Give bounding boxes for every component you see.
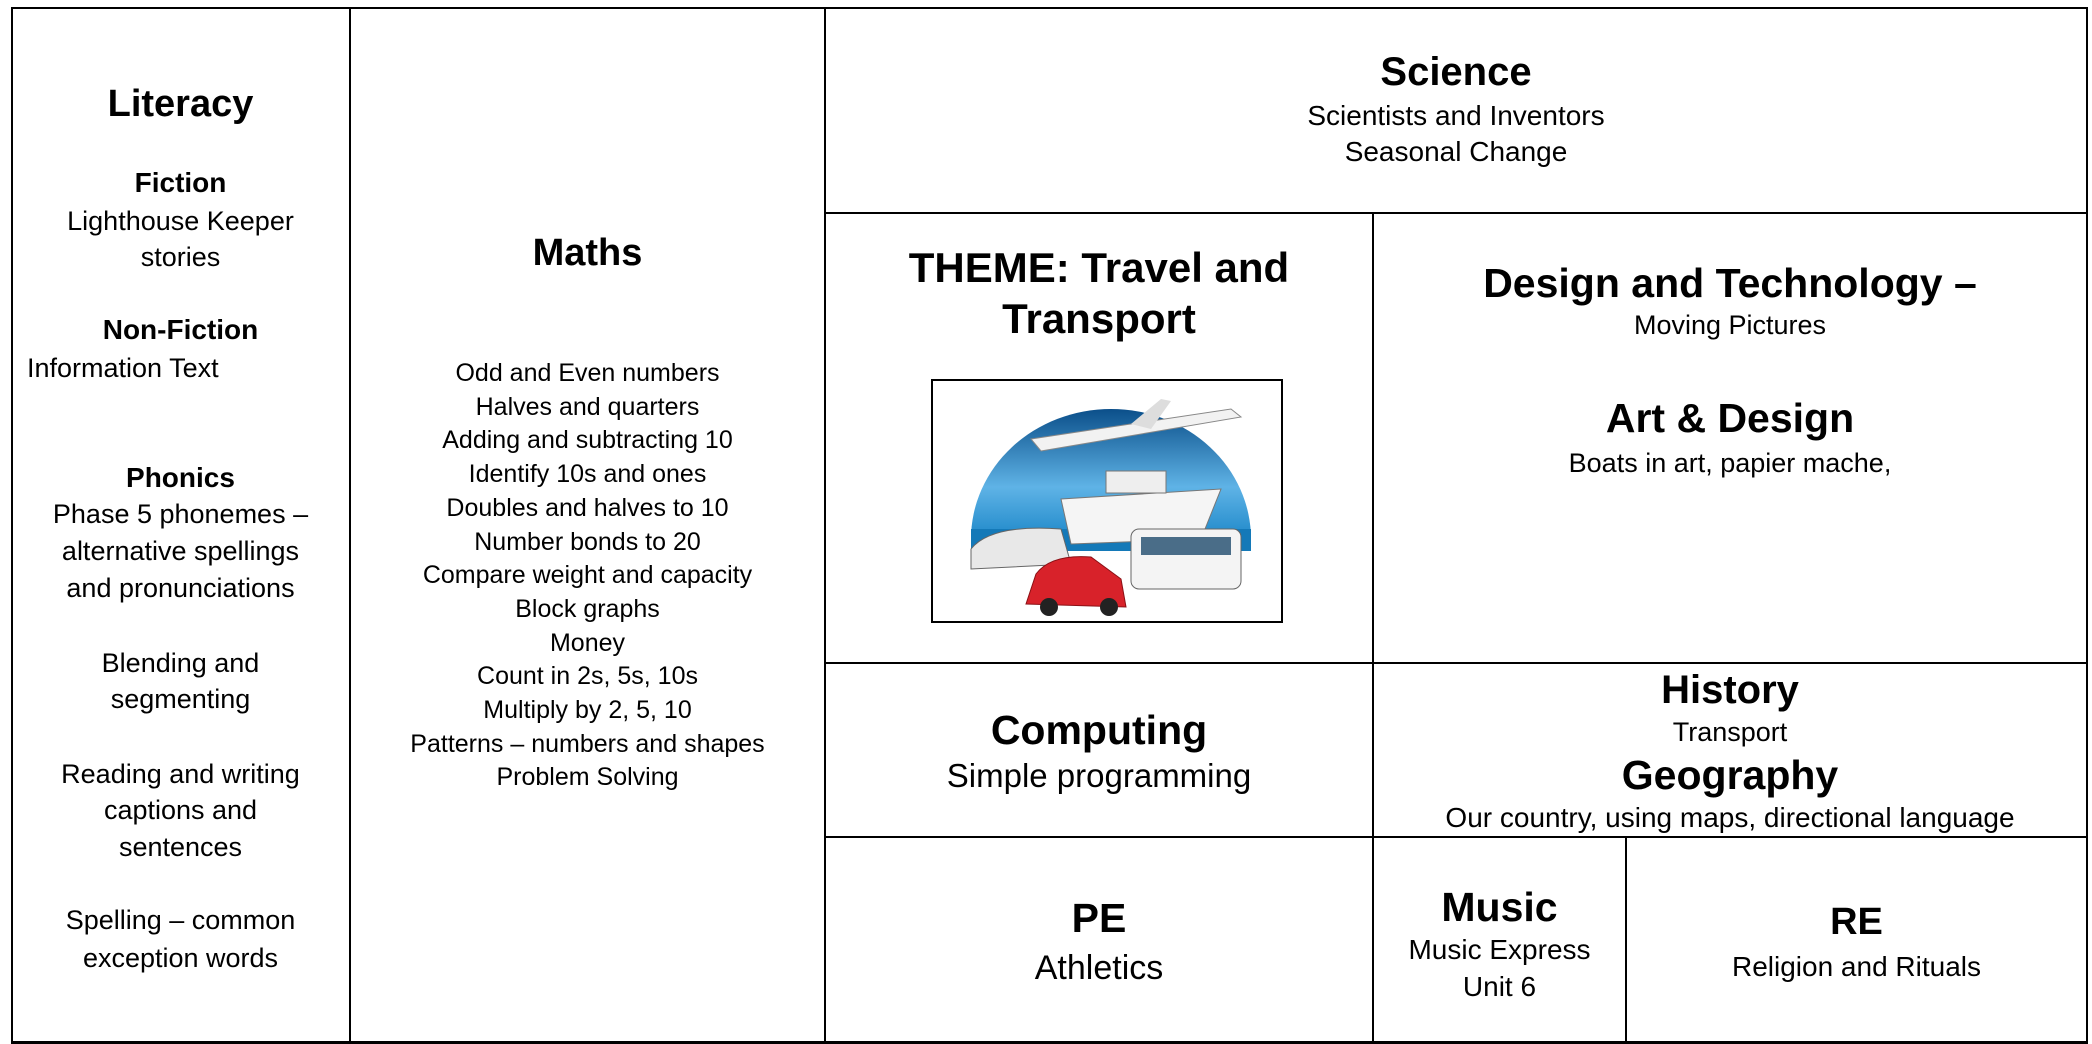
- literacy-text: captions and: [103, 795, 258, 825]
- history-title: History: [1661, 668, 1799, 712]
- maths-topic: Multiply by 2, 5, 10: [483, 696, 692, 724]
- literacy-text: sentences: [118, 832, 243, 862]
- art-text: Boats in art, papier mache,: [1568, 448, 1892, 478]
- literacy-text: Information Text: [27, 353, 219, 383]
- re-title: RE: [1830, 901, 1883, 943]
- theme-title: THEME: Travel and: [908, 244, 1290, 291]
- pe-title: PE: [1071, 894, 1127, 941]
- literacy-title: Literacy: [107, 83, 254, 125]
- literacy-text: alternative spellings: [61, 536, 300, 566]
- transport-image: [931, 379, 1283, 623]
- history-text: Transport: [1672, 717, 1788, 747]
- literacy-text: Reading and writing: [61, 759, 300, 789]
- maths-topic: Compare weight and capacity: [422, 561, 753, 590]
- literacy-heading: Non-Fiction: [102, 314, 259, 345]
- maths-topic: Problem Solving: [496, 763, 679, 792]
- divider: [1372, 212, 1374, 1044]
- border: [11, 7, 2088, 9]
- literacy-text: exception words: [82, 943, 279, 973]
- divider: [349, 7, 351, 1044]
- science-text: Scientists and Inventors: [1307, 100, 1605, 131]
- maths-topic: Adding and subtracting 10: [442, 426, 733, 455]
- divider: [824, 7, 826, 1044]
- maths-topic: Identify 10s and ones: [468, 460, 707, 489]
- literacy-text: stories: [140, 242, 221, 272]
- literacy-heading: Phonics: [126, 462, 235, 493]
- re-text: Religion and Rituals: [1731, 951, 1982, 982]
- border: [11, 7, 13, 1044]
- maths-topic: Block graphs: [515, 594, 660, 623]
- literacy-text: Phase 5 phonemes –: [52, 499, 309, 529]
- music-text: Music Express: [1408, 934, 1591, 965]
- maths-topic: Number bonds to 20: [474, 527, 701, 556]
- geography-title: Geography: [1621, 751, 1839, 798]
- theme-title: Transport: [1002, 295, 1196, 342]
- pe-text: Athletics: [1034, 948, 1164, 987]
- dt-title: Design and Technology –: [1483, 259, 1977, 306]
- computing-text: Simple programming: [946, 757, 1252, 794]
- literacy-text: Lighthouse Keeper: [67, 206, 294, 236]
- border: [2086, 7, 2088, 1044]
- art-title: Art & Design: [1605, 394, 1855, 441]
- science-text: Seasonal Change: [1344, 136, 1568, 167]
- maths-topic: Patterns – numbers and shapes: [410, 729, 765, 758]
- maths-topic: Money: [549, 628, 626, 657]
- divider: [824, 212, 2088, 214]
- literacy-text: segmenting: [110, 684, 251, 714]
- divider: [1625, 836, 1627, 1044]
- music-text: Unit 6: [1462, 971, 1537, 1002]
- literacy-text: Spelling – common: [65, 905, 296, 935]
- maths-topic: Odd and Even numbers: [455, 359, 720, 387]
- science-title: Science: [1380, 50, 1532, 94]
- divider: [824, 836, 2088, 838]
- maths-topic: Doubles and halves to 10: [446, 493, 729, 522]
- music-title: Music: [1441, 883, 1558, 930]
- maths-title: Maths: [532, 232, 643, 274]
- literacy-text: Blending and: [101, 648, 260, 678]
- geography-text: Our country, using maps, directional lan…: [1445, 802, 2015, 833]
- computing-title: Computing: [990, 706, 1208, 753]
- literacy-heading: Fiction: [134, 167, 227, 198]
- divider: [824, 662, 2088, 664]
- dt-text: Moving Pictures: [1633, 310, 1827, 340]
- maths-topic: Count in 2s, 5s, 10s: [477, 662, 698, 691]
- maths-topic: Halves and quarters: [475, 392, 700, 421]
- literacy-text: and pronunciations: [66, 573, 295, 603]
- border: [11, 1041, 2088, 1044]
